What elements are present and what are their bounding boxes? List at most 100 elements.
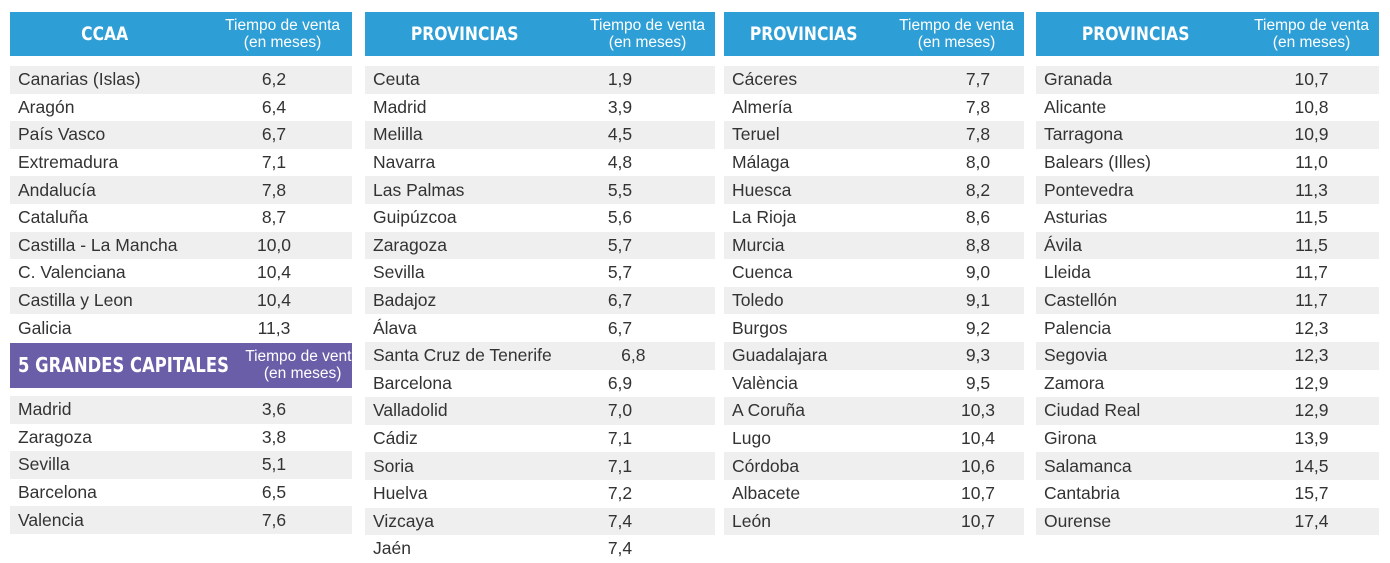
table-row: Las Palmas 5,5 [365, 176, 715, 204]
row-name: València [732, 372, 798, 393]
table-row: Huelva 7,2 [365, 480, 715, 508]
row-name: Castellón [1044, 290, 1117, 311]
row-value: 6,5 [261, 482, 287, 503]
provincias-table-2: PROVINCIAS Tiempo de venta (en meses) Cá… [724, 12, 1024, 536]
provincias-1-title: PROVINCIAS [411, 23, 519, 45]
row-name: Sevilla [18, 454, 70, 475]
row-name: Jaén [373, 538, 411, 559]
row-name: Castilla y Leon [18, 290, 133, 311]
row-name: Cuenca [732, 262, 793, 283]
table-row: Castilla - La Mancha 10,0 [10, 231, 352, 260]
row-name: Sevilla [373, 262, 425, 283]
table-row: Cáceres 7,7 [724, 66, 1024, 94]
provincias-table-1: PROVINCIAS Tiempo de venta (en meses) Ce… [365, 12, 715, 563]
table-row: Galicia 11,3 [10, 314, 352, 342]
row-value: 13,9 [1294, 428, 1329, 449]
row-value: 3,6 [261, 399, 287, 420]
row-value: 14,5 [1294, 455, 1329, 476]
row-value: 6,7 [261, 124, 287, 145]
row-value: 11,7 [1295, 290, 1328, 311]
provincias-table-3: PROVINCIAS Tiempo de venta (en meses) Gr… [1036, 12, 1379, 536]
provincias-1-rows: Ceuta 1,9 Madrid 3,9 Melilla 4,5 Navarra 4,8 Las… [365, 66, 715, 563]
table-row: Aragón 6,4 [10, 94, 352, 122]
row-name: Soria [373, 455, 414, 476]
table-row: Málaga 8,0 [724, 149, 1024, 177]
row-value: 10,4 [256, 262, 292, 283]
row-value: 12,3 [1294, 345, 1329, 366]
row-value: 5,7 [607, 234, 633, 255]
row-value: 12,3 [1294, 317, 1329, 338]
row-name: Salamanca [1044, 455, 1132, 476]
row-value: 8,2 [965, 179, 991, 200]
table-row: Burgos 9,2 [724, 314, 1024, 342]
row-name: Ciudad Real [1044, 400, 1141, 421]
row-value: 9,2 [965, 317, 991, 338]
row-name: Zaragoza [18, 426, 92, 447]
row-name: Aragón [18, 96, 75, 117]
table-row: Zaragoza 3,8 [10, 424, 352, 452]
row-name: Asturias [1044, 207, 1108, 228]
table-row: Pontevedra 11,3 [1036, 176, 1379, 204]
table-row: Madrid 3,9 [365, 94, 715, 122]
row-name: A Coruña [732, 400, 805, 421]
table-row: València 9,5 [724, 370, 1024, 398]
table-row: Santa Cruz de Tenerife 6,8 [365, 341, 715, 370]
row-value: 10,4 [960, 428, 996, 449]
table-row: Girona 13,9 [1036, 425, 1379, 453]
table-row: Vizcaya 7,4 [365, 507, 715, 536]
row-name: Murcia [732, 234, 785, 255]
row-value: 7,1 [607, 428, 633, 449]
ccaa-subtitle: Tiempo de venta (en meses) [225, 17, 340, 51]
capitales-subtitle: Tiempo de venta (en meses) [245, 348, 361, 383]
row-name: Extremadura [18, 152, 119, 173]
row-value: 10,8 [1294, 96, 1329, 117]
row-name: Galicia [18, 317, 72, 338]
row-value: 7,8 [261, 179, 287, 200]
row-value: 6,9 [607, 372, 633, 393]
row-value: 5,1 [261, 454, 287, 475]
row-value: 8,0 [965, 152, 991, 173]
row-name: Cádiz [373, 428, 418, 449]
provincias-2-title: PROVINCIAS [750, 23, 858, 45]
row-name: Vizcaya [373, 510, 434, 531]
row-name: Ourense [1044, 510, 1112, 531]
row-name: Balears (Illes) [1044, 152, 1151, 173]
row-value: 6,8 [621, 345, 646, 366]
row-value: 11,0 [1295, 152, 1328, 173]
row-value: 10,4 [256, 290, 292, 311]
table-row: Badajoz 6,7 [365, 286, 715, 315]
table-row: Ourense 17,4 [1036, 507, 1379, 536]
row-value: 7,7 [965, 69, 991, 90]
table-row: Valladolid 7,0 [365, 397, 715, 425]
table-row: Granada 10,7 [1036, 66, 1379, 94]
row-value: 10,9 [1294, 124, 1329, 145]
table-row: Jaén 7,4 [365, 535, 715, 563]
provincias-3-subtitle: Tiempo de venta (en meses) [1254, 17, 1369, 51]
row-value: 7,6 [261, 509, 287, 530]
row-name: Almería [732, 96, 793, 117]
table-row: Cádiz 7,1 [365, 425, 715, 453]
row-name: Palencia [1044, 317, 1112, 338]
table-row: Segovia 12,3 [1036, 341, 1379, 370]
row-name: Huesca [732, 179, 792, 200]
row-value: 7,1 [261, 152, 287, 173]
row-value: 3,9 [607, 96, 633, 117]
table-row: Cataluña 8,7 [10, 204, 352, 232]
capitales-header: 5 GRANDES CAPITALES Tiempo de venta (en … [10, 342, 360, 388]
table-row: Navarra 4,8 [365, 149, 715, 177]
row-value: 10,0 [256, 234, 292, 255]
table-row: Salamanca 14,5 [1036, 452, 1379, 480]
row-name: Navarra [373, 152, 436, 173]
table-row: Castilla y Leon 10,4 [10, 286, 352, 315]
row-name: Zaragoza [373, 234, 447, 255]
row-value: 6,7 [607, 317, 633, 338]
provincias-3-rows: Granada 10,7 Alicante 10,8 Tarragona 10,9 Bale… [1036, 66, 1379, 536]
provincias-3-title: PROVINCIAS [1082, 23, 1190, 45]
row-name: León [732, 510, 771, 531]
table-row: Toledo 9,1 [724, 286, 1024, 315]
row-name: Cáceres [732, 69, 798, 90]
table-row: Zamora 12,9 [1036, 370, 1379, 398]
provincias-2-subtitle: Tiempo de venta (en meses) [899, 17, 1014, 51]
table-row: C. Valenciana 10,4 [10, 259, 352, 287]
table-row: Ciudad Real 12,9 [1036, 397, 1379, 425]
